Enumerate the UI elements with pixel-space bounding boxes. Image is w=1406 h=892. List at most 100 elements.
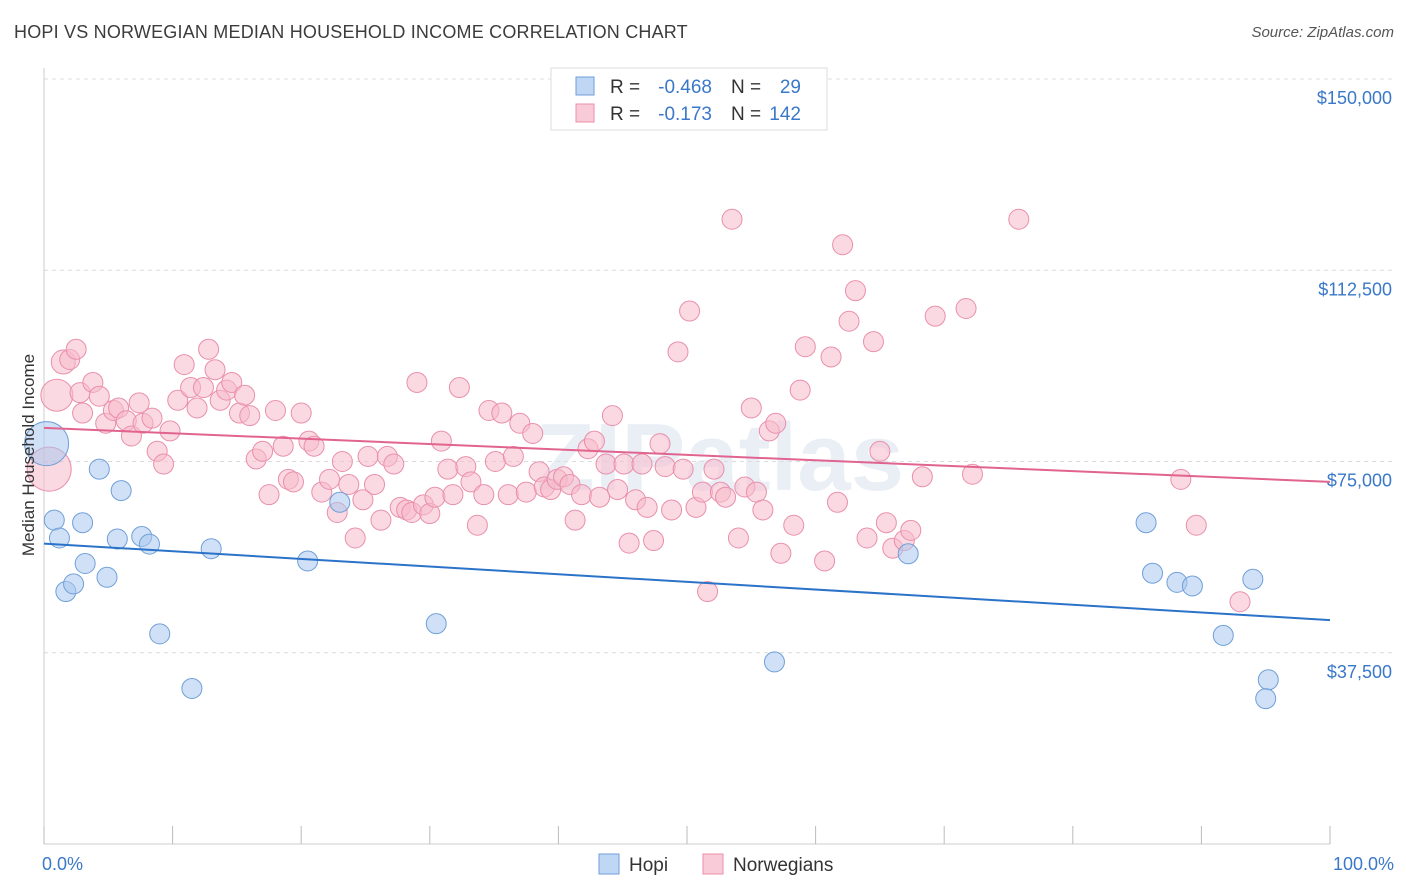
norwegians-point	[40, 378, 74, 412]
hopi-point	[297, 550, 319, 572]
norwegians-point	[430, 430, 452, 452]
hopi-point	[48, 527, 70, 549]
hopi-bottom-legend-swatch	[598, 853, 620, 875]
norwegians-point	[727, 527, 749, 549]
norwegians-point	[770, 542, 792, 564]
norwegians-trend-line	[43, 426, 1331, 483]
norwegians-point	[643, 530, 665, 552]
legend-n-value: 29	[780, 77, 801, 98]
norwegians-point	[221, 371, 243, 393]
norwegians-point	[72, 402, 94, 424]
hopi-legend-swatch	[575, 76, 595, 96]
norwegians-point	[636, 496, 658, 518]
norwegians-bottom-legend-swatch	[702, 853, 724, 875]
legend-r-label: R =	[610, 104, 640, 125]
norwegians-point	[192, 377, 214, 399]
norwegians-point	[264, 400, 286, 421]
legend-n-label: N =	[731, 104, 761, 125]
hopi-point	[88, 458, 110, 480]
norwegians-point	[258, 484, 280, 506]
norwegians-point	[826, 491, 848, 513]
legend-n-label: N =	[731, 77, 761, 98]
trend-lines	[43, 426, 1331, 622]
norwegians-point	[357, 445, 379, 467]
hopi-point	[96, 566, 118, 588]
norwegians-point	[679, 300, 701, 322]
norwegians-point	[667, 341, 689, 363]
norwegians-point	[814, 550, 836, 572]
norwegians-points	[26, 208, 1251, 613]
norwegians-point	[466, 514, 488, 536]
norwegians-point	[522, 422, 544, 444]
norwegians-point	[631, 453, 653, 475]
hopi-point	[24, 421, 70, 467]
norwegians-point	[765, 412, 787, 434]
norwegians-point	[961, 463, 983, 485]
norwegians-point	[364, 473, 386, 495]
hopi-points	[24, 421, 1279, 710]
norwegians-point	[272, 435, 294, 457]
norwegians-point	[331, 451, 353, 472]
norwegians-point	[862, 331, 884, 353]
norwegians-point	[204, 359, 226, 381]
hopi-point	[897, 543, 919, 565]
hopi-bottom-legend-label: Hopi	[629, 855, 668, 876]
norwegians-point	[672, 458, 694, 480]
norwegians-point	[691, 481, 713, 503]
norwegians-point	[234, 384, 256, 406]
norwegians-point	[745, 481, 767, 503]
norwegians-point	[497, 484, 519, 506]
norwegians-point	[473, 484, 495, 506]
x-tick-labels: 0.0% 100.0%	[42, 854, 1394, 874]
norwegians-point	[153, 453, 175, 475]
hopi-point	[74, 553, 96, 574]
norwegians-point	[955, 298, 977, 319]
hopi-point	[149, 623, 171, 645]
norwegians-point	[783, 514, 805, 536]
norwegians-point	[370, 509, 392, 531]
x-tick-label: 0.0%	[42, 854, 83, 874]
hopi-point	[181, 677, 203, 699]
norwegians-point	[282, 471, 304, 493]
norwegians-point	[167, 389, 189, 411]
norwegians-point	[649, 433, 671, 455]
top-legend-box	[550, 67, 828, 131]
norwegians-point	[721, 208, 743, 230]
norwegians-point	[900, 519, 922, 541]
hopi-point	[1142, 562, 1164, 584]
norwegians-point	[186, 397, 208, 419]
norwegians-point	[715, 486, 737, 508]
hopi-point	[425, 613, 447, 635]
norwegians-point	[661, 499, 683, 521]
norwegians-point	[589, 486, 611, 508]
norwegians-point	[820, 346, 842, 368]
norwegians-point	[88, 385, 110, 407]
hopi-point	[1135, 512, 1157, 534]
hopi-point	[329, 491, 351, 513]
y-tick-label: $112,500	[1318, 279, 1392, 299]
grid-lines	[44, 78, 1392, 654]
hopi-point	[63, 573, 85, 595]
hopi-point	[200, 538, 222, 560]
norwegians-point	[290, 402, 312, 424]
hopi-point	[1212, 624, 1234, 646]
norwegians-point	[844, 280, 866, 302]
norwegians-point	[856, 527, 878, 549]
chart-title: HOPI VS NORWEGIAN MEDIAN HOUSEHOLD INCOM…	[14, 22, 688, 42]
norwegians-point	[1170, 468, 1192, 490]
norwegians-point	[875, 512, 897, 534]
norwegians-point	[607, 479, 629, 501]
norwegians-point	[1229, 591, 1251, 613]
norwegians-point	[752, 499, 774, 521]
norwegians-point	[924, 305, 946, 327]
norwegians-point	[618, 532, 640, 554]
y-tick-label: $75,000	[1327, 471, 1392, 491]
norwegians-point	[564, 509, 586, 531]
hopi-point	[106, 528, 128, 550]
legend-r-label: R =	[610, 77, 640, 98]
norwegians-point	[794, 336, 816, 358]
norwegians-point	[318, 468, 340, 490]
norwegians-point	[198, 338, 220, 360]
norwegians-point	[239, 405, 261, 427]
norwegians-point	[1008, 208, 1030, 230]
